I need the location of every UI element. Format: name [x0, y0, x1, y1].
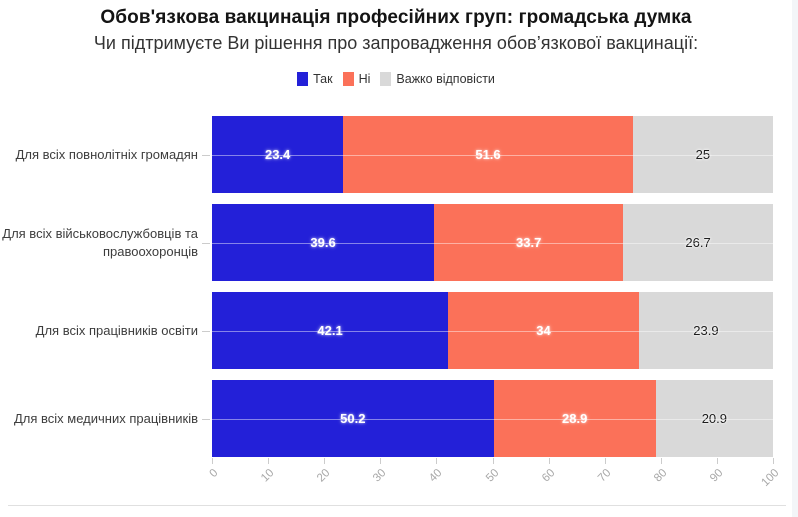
x-axis-tick	[660, 458, 662, 464]
category-label: Для всіх працівників освіти	[35, 322, 198, 338]
bar-segment: 28.9	[493, 380, 656, 457]
value-label: 23.4	[264, 147, 291, 162]
bar-segment: 23.4	[212, 116, 344, 193]
chart-row: Для всіх працівників освіти 42.1 34 23.9	[0, 292, 792, 369]
page-background-strip	[792, 0, 798, 517]
chart-row: Для всіх військовослужбовців та правоохо…	[0, 204, 792, 281]
value-label: 50.2	[340, 411, 366, 426]
stacked-bar: 23.4 51.6 25	[212, 116, 773, 193]
x-axis-tick-label: 90	[707, 467, 726, 485]
value-label: 26.7	[685, 235, 711, 250]
bar-segment: 50.2	[212, 380, 494, 457]
value-label: 34	[536, 323, 551, 338]
category-label: Для всіх повнолітніх громадян	[15, 146, 198, 162]
bar-segment: 25	[632, 116, 773, 193]
x-axis-tick	[380, 458, 382, 464]
value-label: 51.6	[475, 147, 501, 162]
bar-segment: 51.6	[343, 116, 633, 193]
bar-segment: 20.9	[655, 380, 773, 457]
bar-segment: 23.9	[638, 292, 773, 369]
bar-segment: 34	[448, 292, 639, 369]
legend-item: Так	[297, 72, 333, 86]
category-gridline	[212, 418, 788, 420]
legend-swatch-icon	[380, 72, 392, 86]
x-axis-tick-label: 10	[259, 467, 277, 485]
category-label: Для всіх медичних працівників	[13, 410, 198, 426]
value-label: 42.1	[317, 323, 343, 338]
x-axis-tick	[212, 458, 213, 464]
x-axis-tick-label: 80	[651, 467, 670, 485]
x-axis-tick-label: 100	[759, 467, 782, 490]
x-axis-tick	[268, 458, 270, 464]
value-label: 25	[695, 147, 711, 162]
chart-title: Обов'язкова вакцинація професійних груп:…	[100, 7, 692, 28]
chart-row: Для всіх медичних працівників 50.2 28.9 20.…	[0, 380, 792, 457]
legend-label: Ні	[358, 72, 371, 86]
value-label: 28.9	[562, 411, 588, 426]
category-gridline	[212, 242, 788, 244]
chart-row: Для всіх повнолітніх громадян 23.4 51.6 25	[0, 116, 792, 193]
category-gridline	[212, 154, 788, 156]
legend-label: Важко відповісти	[396, 72, 495, 86]
x-axis-tick	[604, 458, 606, 464]
x-axis-tick	[548, 458, 550, 464]
bar-segment: 39.6	[212, 204, 435, 281]
x-axis-tick-label: 40	[427, 467, 445, 485]
legend: Так Ні Важко відповісти	[0, 72, 792, 86]
bar-segment: 33.7	[434, 204, 624, 281]
legend-swatch-icon	[342, 72, 354, 86]
x-axis-tick	[324, 458, 326, 464]
x-axis-tick	[436, 458, 438, 464]
x-axis-tick	[492, 458, 494, 464]
divider	[8, 505, 786, 506]
value-label: 23.9	[693, 323, 719, 338]
legend-item: Важко відповісти	[380, 72, 495, 86]
value-label: 39.6	[310, 235, 336, 250]
x-axis-tick-label: 70	[595, 467, 614, 485]
legend-label: Так	[313, 72, 333, 86]
category-tick	[202, 418, 210, 420]
stacked-bar: 50.2 28.9 20.9	[212, 380, 773, 457]
category-tick	[202, 330, 210, 332]
x-axis-tick-label: 60	[539, 467, 558, 485]
bar-segment: 26.7	[623, 204, 773, 281]
stacked-bar: 42.1 34 23.9	[212, 292, 773, 369]
stacked-bar: 39.6 33.7 26.7	[212, 204, 773, 281]
x-axis-tick-label: 30	[371, 467, 389, 485]
x-axis-tick-label: 0	[207, 467, 221, 481]
category-label: Для всіх військовослужбовців та правоохо…	[2, 225, 198, 259]
x-axis-tick	[716, 458, 718, 464]
bar-segment: 42.1	[212, 292, 449, 369]
category-tick	[202, 154, 210, 156]
value-label: 33.7	[516, 235, 542, 250]
value-label: 20.9	[701, 411, 727, 426]
category-tick	[202, 242, 210, 244]
chart-subtitle: Чи підтримуєте Ви рішення про запровадже…	[93, 33, 699, 53]
x-axis-tick	[773, 458, 774, 464]
x-axis-tick-label: 20	[315, 467, 333, 485]
legend-swatch-icon	[297, 72, 309, 86]
x-axis-tick-label: 50	[483, 467, 501, 485]
legend-item: Ні	[342, 72, 371, 86]
category-gridline	[212, 330, 788, 332]
